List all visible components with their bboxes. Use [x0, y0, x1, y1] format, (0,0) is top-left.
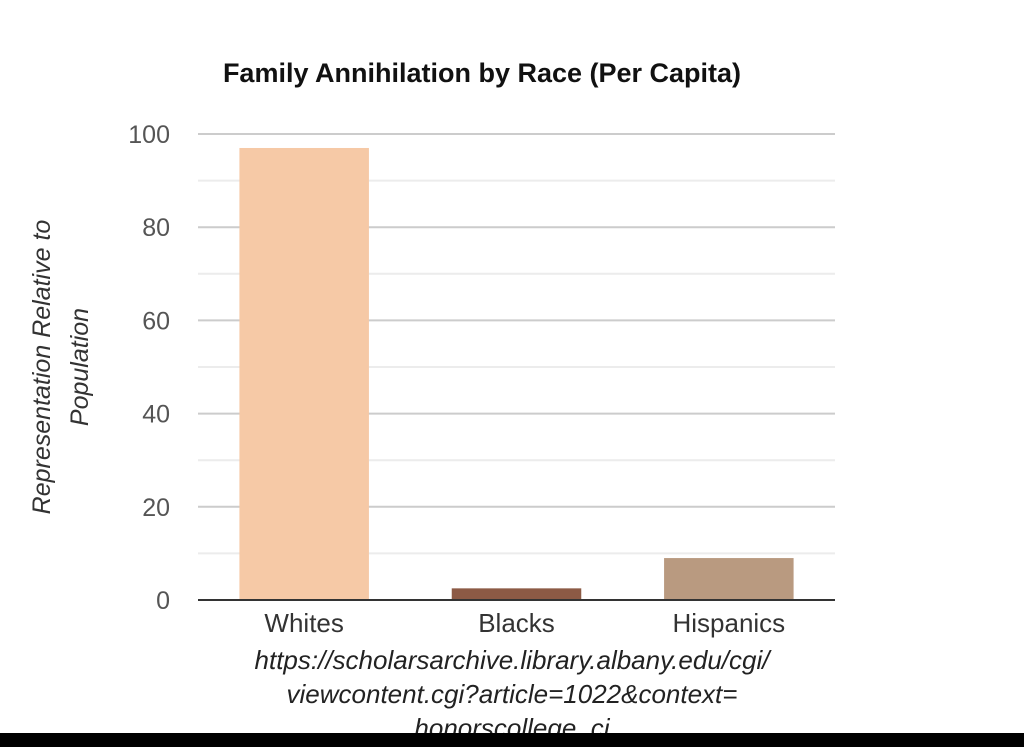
- y-tick-label: 20: [142, 494, 170, 522]
- y-axis-label-line-2: Population: [66, 308, 94, 426]
- y-tick-label: 0: [156, 587, 170, 615]
- y-tick-label: 60: [142, 307, 170, 335]
- y-axis-label-line-1: Representation Relative to: [28, 220, 56, 515]
- y-tick-label: 80: [142, 214, 170, 242]
- bar-whites: [239, 147, 369, 601]
- source-url-line-1: https://scholarsarchive.library.albany.e…: [255, 645, 773, 675]
- bar-blacks: [451, 588, 582, 600]
- x-tick-label-whites: Whites: [264, 608, 343, 638]
- axes: 0 20 40 60 80 100 Whites Blacks Hispanics: [128, 121, 835, 638]
- y-tick-label: 100: [128, 121, 170, 149]
- bar-hispanics: [664, 558, 794, 600]
- chart-title: Family Annihilation by Race (Per Capita): [223, 58, 741, 88]
- source-url-line-2: viewcontent.cgi?article=1022&context=: [287, 679, 738, 709]
- bottom-black-bar: [0, 733, 1024, 747]
- y-tick-label: 40: [142, 401, 170, 429]
- bars: [239, 147, 794, 601]
- x-tick-label-hispanics: Hispanics: [672, 608, 785, 638]
- x-tick-label-blacks: Blacks: [478, 608, 555, 638]
